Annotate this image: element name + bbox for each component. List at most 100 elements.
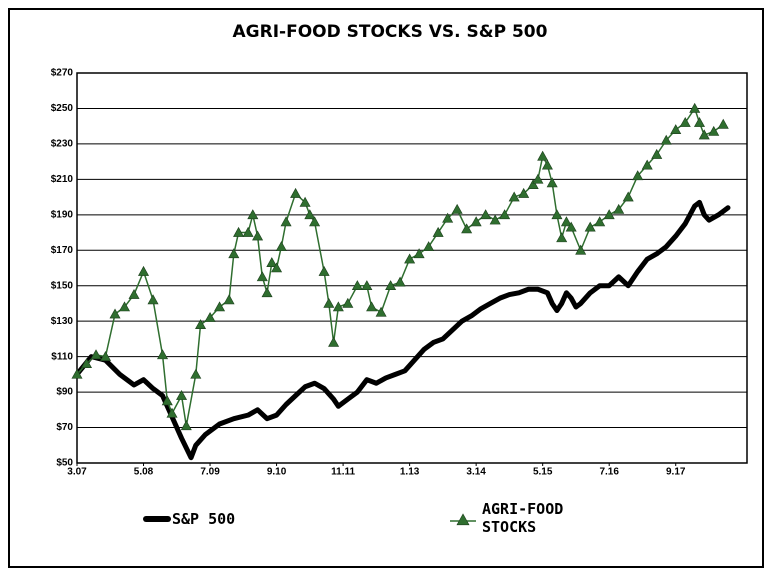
marker <box>432 226 444 237</box>
y-tick-label: $50 <box>56 458 73 469</box>
marker <box>527 179 539 189</box>
marker <box>157 349 169 360</box>
marker <box>670 124 682 135</box>
marker <box>518 187 530 198</box>
marker <box>166 407 178 418</box>
marker <box>242 226 254 237</box>
y-tick-label: $150 <box>51 280 74 291</box>
marker <box>717 118 729 129</box>
y-tick-label: $110 <box>51 351 73 362</box>
x-tick-label: 9.17 <box>666 467 686 478</box>
marker <box>275 241 287 252</box>
y-tick-label: $230 <box>51 139 74 150</box>
marker <box>698 129 710 140</box>
y-tick-label: $130 <box>51 316 74 327</box>
marker <box>594 216 606 227</box>
x-tick-label: 9.10 <box>267 467 287 478</box>
marker <box>100 351 112 361</box>
marker <box>708 125 720 136</box>
marker <box>266 257 278 267</box>
marker <box>413 248 425 259</box>
y-tick-label: $270 <box>51 68 74 79</box>
marker <box>147 294 159 305</box>
marker <box>233 226 245 237</box>
marker <box>632 170 644 181</box>
marker <box>660 134 672 145</box>
plot-border <box>76 72 748 464</box>
marker <box>204 312 216 322</box>
marker <box>641 159 653 170</box>
y-tick-label: $90 <box>56 387 73 398</box>
marker <box>228 248 240 259</box>
marker <box>546 177 558 188</box>
marker <box>375 306 387 317</box>
marker <box>565 221 577 232</box>
marker <box>394 276 406 287</box>
marker <box>271 262 283 273</box>
marker <box>280 216 292 227</box>
legend-label: AGRI-FOOD STOCKS <box>482 500 564 536</box>
marker <box>214 301 226 312</box>
chart-title: AGRI-FOOD STOCKS VS. S&P 500 <box>233 22 548 42</box>
legend-symbol <box>456 513 470 526</box>
marker <box>247 209 259 220</box>
y-tick-label: $250 <box>51 103 74 114</box>
x-tick-label: 5.08 <box>134 467 154 478</box>
x-tick-label: 3.14 <box>466 467 486 478</box>
marker <box>679 117 691 127</box>
marker <box>190 368 202 379</box>
marker <box>252 230 264 241</box>
marker <box>451 203 463 214</box>
marker <box>461 223 473 234</box>
marker <box>109 308 121 319</box>
marker <box>489 214 501 225</box>
marker <box>404 253 416 264</box>
series-line <box>76 107 724 427</box>
marker <box>328 336 340 347</box>
marker <box>470 216 482 227</box>
marker <box>138 265 150 276</box>
marker <box>290 187 302 198</box>
marker <box>689 102 701 113</box>
marker <box>332 301 344 312</box>
y-tick-label: $210 <box>51 174 74 185</box>
y-tick-label: $190 <box>51 209 74 220</box>
marker <box>309 216 321 227</box>
marker <box>223 294 235 305</box>
x-tick-label: 11.11 <box>331 467 355 478</box>
marker <box>261 287 273 298</box>
marker <box>537 150 549 161</box>
legend-label: S&P 500 <box>172 510 236 528</box>
marker <box>584 221 596 232</box>
marker <box>693 117 705 127</box>
marker <box>299 196 311 207</box>
marker <box>195 319 207 330</box>
marker <box>361 280 373 291</box>
marker <box>90 349 102 360</box>
x-tick-label: 7.16 <box>599 467 619 478</box>
marker <box>176 390 188 400</box>
y-tick-label: $170 <box>51 245 74 256</box>
marker <box>575 244 587 255</box>
marker <box>480 209 492 220</box>
marker <box>532 173 544 184</box>
marker <box>256 271 268 282</box>
x-tick-label: 3.07 <box>67 467 87 478</box>
marker <box>613 203 625 214</box>
marker <box>385 280 397 291</box>
x-tick-label: 7.09 <box>200 467 220 478</box>
frame <box>8 8 764 568</box>
marker <box>508 191 520 202</box>
marker <box>622 191 634 202</box>
marker <box>180 420 192 431</box>
series-line <box>74 199 731 461</box>
marker <box>651 148 663 159</box>
x-tick-label: 5.15 <box>533 467 553 478</box>
marker <box>366 301 378 312</box>
marker <box>442 212 454 223</box>
marker <box>119 301 131 312</box>
marker <box>323 297 335 308</box>
marker <box>351 280 363 291</box>
